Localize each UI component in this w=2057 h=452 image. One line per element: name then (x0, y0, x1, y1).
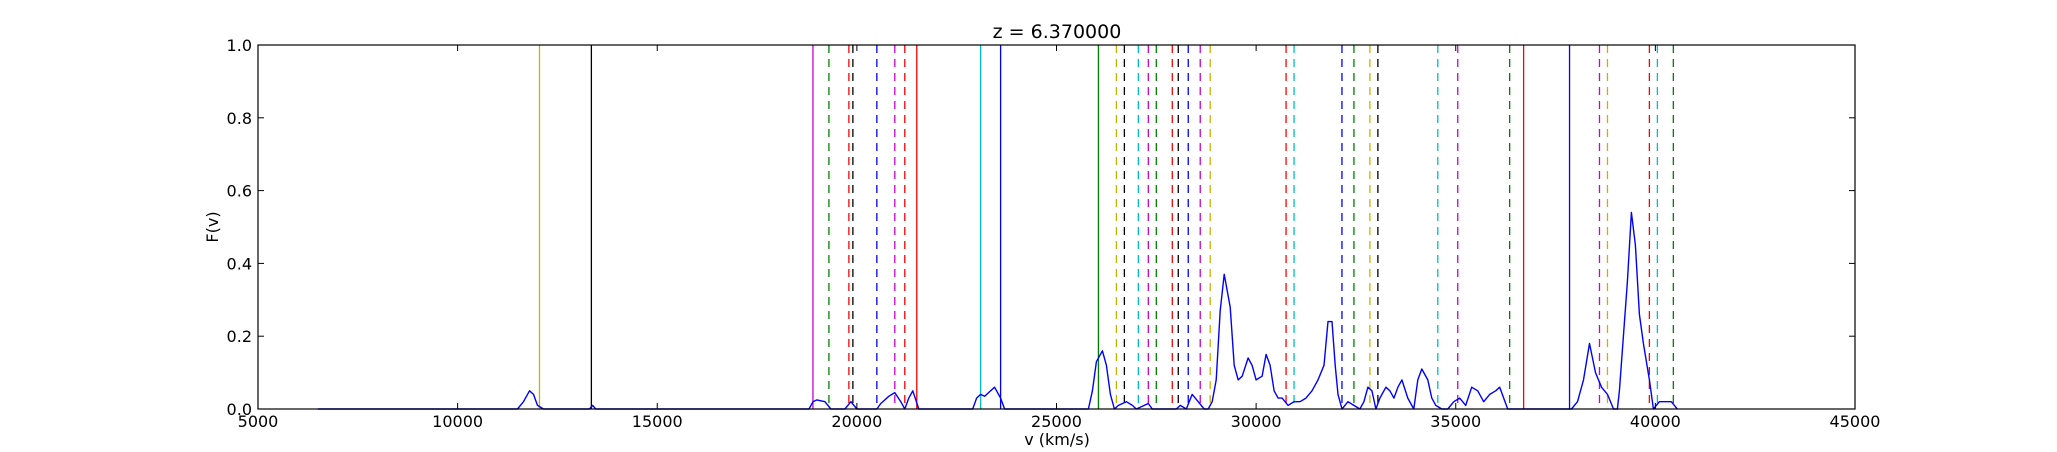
x-tick-label-7: 40000 (1630, 412, 1681, 431)
series-line-0 (317, 211, 1678, 410)
y-tick-label-4: 0.8 (227, 109, 252, 128)
chart-title: z = 6.370000 (993, 21, 1122, 43)
x-tick-label-3: 20000 (831, 412, 882, 431)
y-tick-label-1: 0.2 (227, 327, 252, 346)
y-tick-label-3: 0.6 (227, 182, 252, 201)
y-axis-label: F(v) (203, 211, 222, 242)
x-axis: 5000 10000 15000 20000 25000 30000 35000 40000 4… (238, 45, 1881, 431)
x-tick-label-8: 45000 (1830, 412, 1881, 431)
x-tick-label-2: 15000 (632, 412, 683, 431)
plot-area-frame (257, 44, 1856, 410)
x-tick-label-6: 35000 (1430, 412, 1481, 431)
y-tick-label-2: 0.4 (227, 254, 252, 273)
plot-series (317, 211, 1678, 410)
x-tick-label-4: 25000 (1031, 412, 1082, 431)
x-tick-label-5: 30000 (1231, 412, 1282, 431)
y-axis: 0.0 0.2 0.4 0.6 0.8 1.0 (227, 36, 1855, 419)
x-tick-label-0: 5000 (238, 412, 279, 431)
y-tick-label-0: 0.0 (227, 400, 252, 419)
x-axis-label: v (km/s) (1024, 430, 1090, 449)
y-tick-label-5: 1.0 (227, 36, 252, 55)
reference-lines (538, 45, 1674, 409)
x-tick-label-1: 10000 (432, 412, 483, 431)
